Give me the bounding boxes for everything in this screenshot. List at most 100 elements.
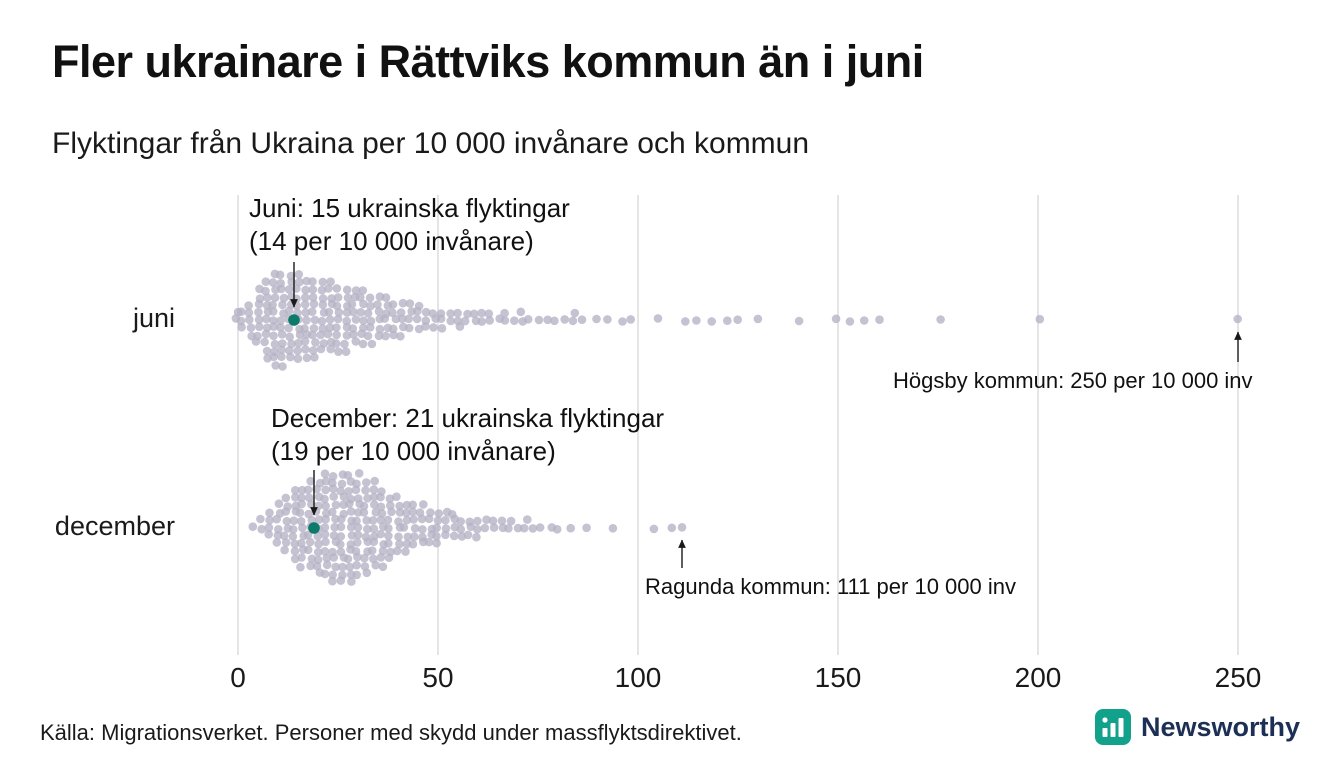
swarm-dot — [362, 516, 372, 525]
swarm-dot — [381, 331, 390, 341]
swarm-dot — [402, 515, 412, 525]
swarm-dot — [353, 552, 362, 562]
x-tick-label: 100 — [614, 662, 662, 693]
swarm-dot — [342, 331, 352, 340]
swarm-dot — [301, 285, 310, 295]
swarm-dot — [277, 330, 287, 339]
annotation-juni-line2: (14 per 10 000 invånare) — [249, 226, 534, 256]
swarm-dot — [460, 316, 470, 326]
swarm-dot — [274, 499, 284, 509]
swarm-dot — [353, 530, 363, 540]
swarm-dot — [831, 314, 841, 324]
swarm-dot — [603, 315, 612, 324]
swarm-dot — [936, 315, 945, 324]
swarm-dot — [469, 309, 479, 319]
swarm-dot — [384, 553, 394, 562]
swarm-dot — [262, 314, 271, 324]
annotation-ragunda: Ragunda kommun: 111 per 10 000 inv — [645, 574, 1016, 599]
swarm-dot — [362, 478, 371, 487]
swarm-dot — [298, 523, 307, 533]
swarm-dot — [316, 330, 326, 340]
swarm-dot — [320, 530, 330, 539]
swarm-dot — [328, 478, 337, 488]
swarm-dot — [374, 307, 384, 316]
swarm-dot — [543, 315, 552, 325]
swarm-dot — [408, 500, 418, 510]
swarm-dot — [374, 331, 384, 341]
swarm-dot — [391, 314, 401, 324]
swarm-dot — [528, 524, 538, 533]
swarm-dot — [248, 522, 258, 531]
swarm-dot — [336, 486, 345, 496]
swarm-dot — [519, 523, 529, 533]
swarm-dot — [404, 323, 414, 333]
swarm-dot — [276, 323, 285, 332]
swarm-dot — [282, 516, 292, 526]
swarm-dot — [321, 501, 330, 511]
swarm-dot — [1233, 314, 1242, 324]
swarm-dot — [859, 316, 869, 325]
swarm-dot — [288, 525, 298, 534]
swarm-dot — [305, 537, 315, 547]
annotation-juni: Juni: 15 ukrainska flyktingar (14 per 10… — [249, 192, 570, 258]
swarm-dot — [349, 330, 358, 339]
swarm-dot — [414, 301, 424, 311]
swarm-dot — [365, 323, 375, 332]
swarm-dot — [269, 352, 279, 362]
swarm-dot — [353, 523, 363, 532]
swarm-dot — [254, 322, 264, 332]
swarm-dot — [410, 532, 419, 541]
page-title: Fler ukrainare i Rättviks kommun än i ju… — [52, 36, 924, 87]
swarm-dot — [341, 347, 351, 357]
swarm-dot — [302, 353, 312, 363]
swarm-dot — [392, 546, 402, 556]
swarm-dot — [723, 316, 732, 326]
swarm-dot — [313, 547, 323, 557]
swarm-dot — [395, 539, 404, 549]
swarm-dot — [301, 308, 311, 317]
swarm-dot — [692, 316, 701, 325]
swarm-dot — [352, 560, 361, 570]
swarm-dot — [626, 315, 635, 324]
swarm-dot — [332, 323, 341, 332]
swarm-dot — [408, 539, 418, 549]
swarm-dot — [421, 322, 430, 331]
swarm-dot — [320, 494, 329, 504]
swarm-dot — [351, 337, 361, 346]
swarm-dot — [367, 339, 377, 349]
swarm-dot — [264, 523, 274, 532]
swarm-dot — [394, 517, 403, 526]
swarm-dot — [385, 494, 395, 504]
swarm-dot — [432, 538, 441, 548]
swarm-dot — [261, 277, 271, 287]
swarm-dot — [287, 339, 296, 349]
swarm-dot — [794, 316, 804, 326]
swarm-dot — [482, 515, 491, 524]
swarm-dot — [707, 317, 716, 326]
swarm-dot — [306, 476, 316, 486]
swarm-dot — [360, 553, 369, 563]
brand-logo-link[interactable]: Newsworthy — [1094, 708, 1300, 746]
swarm-dot — [269, 322, 279, 331]
swarm-dot — [367, 546, 377, 555]
swarm-dot — [301, 345, 310, 354]
swarm-dot — [325, 323, 335, 332]
swarm-dot — [447, 510, 457, 519]
swarm-dot — [265, 508, 274, 518]
swarm-dot — [386, 501, 395, 510]
swarm-dot — [592, 314, 601, 324]
swarm-dot — [441, 515, 450, 525]
swarm-dot — [332, 284, 342, 293]
swarm-dot — [409, 515, 418, 524]
swarm-dot — [550, 316, 559, 326]
swarm-dot — [339, 509, 349, 519]
swarm-dot — [359, 508, 369, 517]
swarm-dot — [286, 352, 295, 362]
swarm-dot — [293, 346, 302, 356]
swarm-dot — [384, 524, 393, 533]
swarm-dot — [285, 332, 295, 342]
swarm-dot — [296, 562, 305, 572]
swarm-dot — [363, 524, 372, 534]
swarm-dot — [649, 524, 659, 534]
